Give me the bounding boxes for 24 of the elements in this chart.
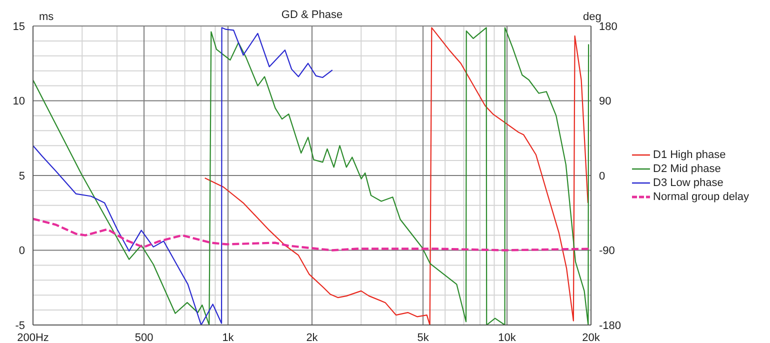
x-tick-label: 500 [134, 332, 154, 343]
legend-label: D3 Low phase [653, 176, 724, 188]
y-tick-label: 10 [12, 96, 25, 108]
y2-tick-label: 90 [599, 96, 612, 108]
y2-tick-label: -180 [599, 320, 622, 332]
y2-tick-label: -90 [599, 245, 615, 258]
y-axis-title: ms [39, 11, 54, 23]
legend-label: Normal group delay [653, 190, 749, 202]
legend-label: D1 High phase [653, 148, 726, 160]
x-tick-label: 5k [417, 332, 430, 343]
y-tick-label: 5 [18, 170, 25, 182]
y-tick-label: -5 [15, 320, 25, 332]
y2-tick-label: 0 [599, 170, 606, 182]
x-tick-label: 10k [498, 332, 516, 343]
chart-title: GD & Phase [281, 9, 343, 21]
x-tick-label: 200Hz [17, 332, 49, 343]
y2-axis-title: deg [583, 11, 602, 23]
legend-label: D2 Mid phase [653, 162, 721, 174]
x-tick-label: 1k [222, 332, 234, 343]
x-tick-label: 2k [306, 332, 318, 343]
y-tick-label: 0 [18, 245, 25, 258]
y2-tick-label: 180 [599, 20, 618, 33]
y-tick-label: 15 [12, 20, 25, 33]
x-tick-label: 20k [582, 332, 600, 343]
